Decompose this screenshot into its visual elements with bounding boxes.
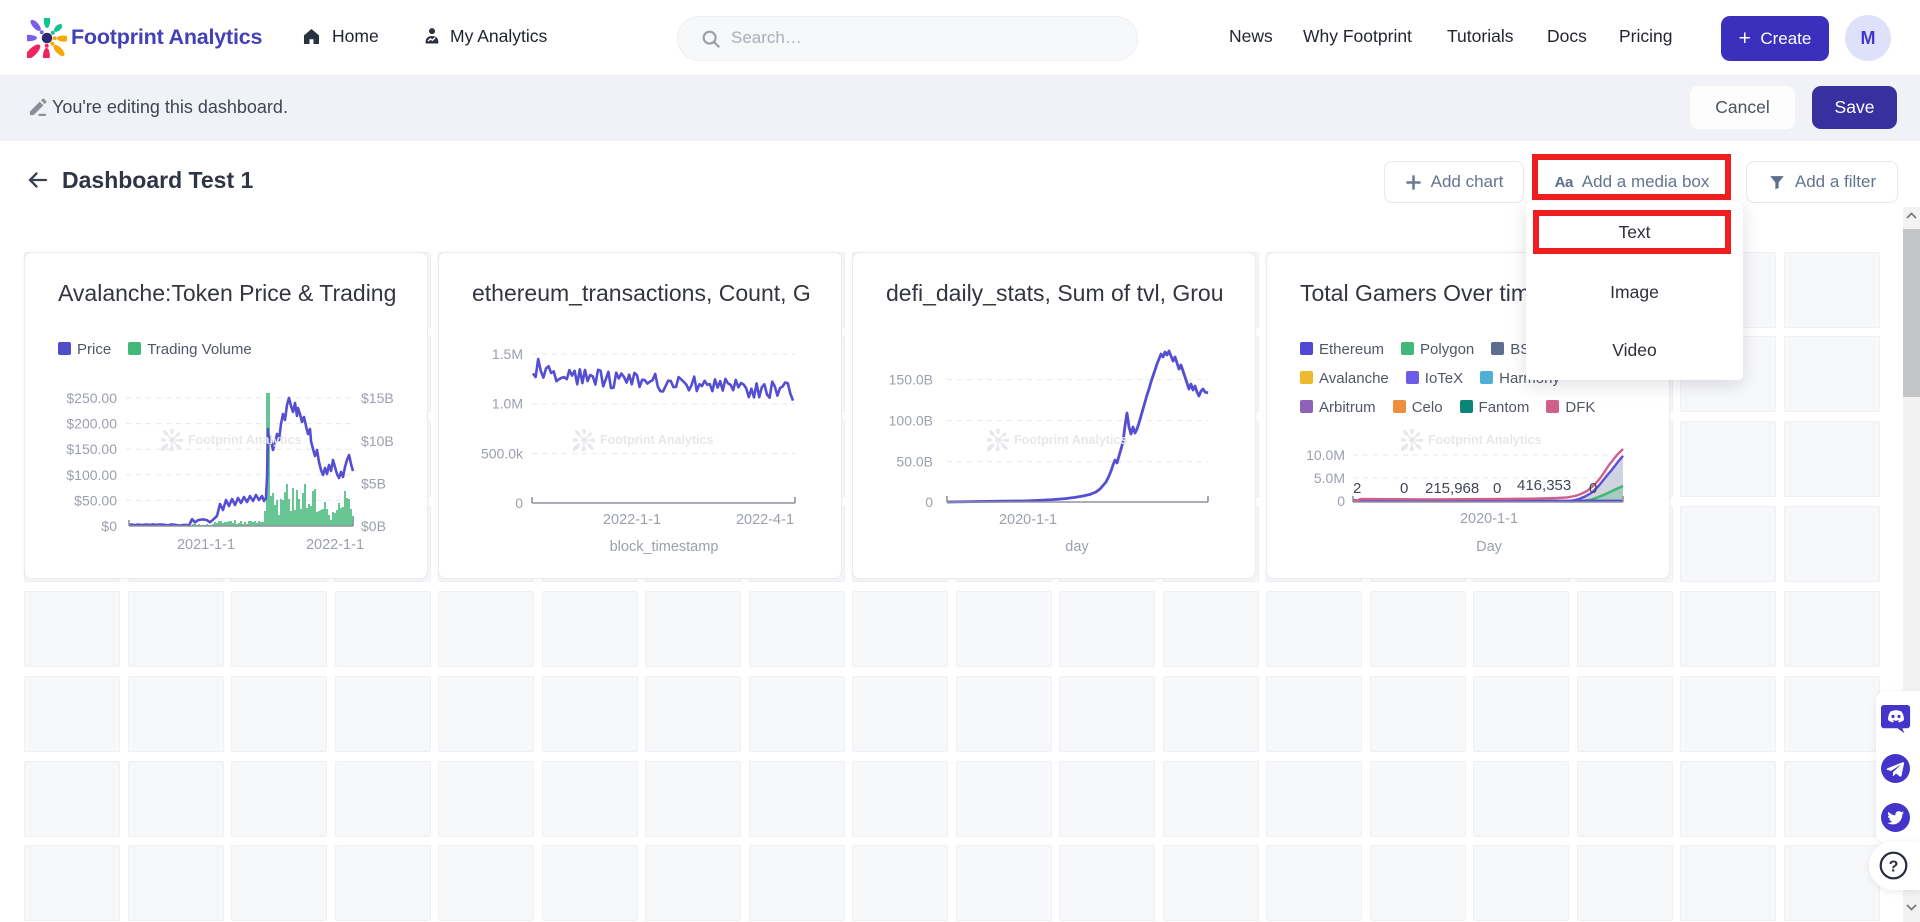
svg-text:215,968: 215,968 <box>1425 480 1479 497</box>
svg-text:5.0M: 5.0M <box>1314 470 1345 486</box>
svg-text:$250.00: $250.00 <box>66 390 117 406</box>
svg-text:10.0M: 10.0M <box>1306 447 1345 463</box>
svg-text:$0: $0 <box>101 518 117 534</box>
svg-text:2020-1-1: 2020-1-1 <box>1460 511 1518 527</box>
svg-text:block_timestamp: block_timestamp <box>610 539 719 555</box>
svg-text:day: day <box>1065 539 1089 555</box>
svg-text:500.0k: 500.0k <box>481 445 524 461</box>
svg-text:$0B: $0B <box>361 518 386 534</box>
svg-text:$5B: $5B <box>361 476 386 492</box>
svg-text:0: 0 <box>515 495 523 511</box>
svg-text:$15B: $15B <box>361 390 394 406</box>
svg-text:0: 0 <box>925 494 933 510</box>
svg-text:100.0B: 100.0B <box>889 413 933 429</box>
svg-text:1.5M: 1.5M <box>492 346 523 362</box>
svg-text:50.0B: 50.0B <box>896 454 933 470</box>
svg-text:$200.00: $200.00 <box>66 416 117 432</box>
svg-text:0: 0 <box>1493 480 1501 497</box>
svg-text:0: 0 <box>1400 480 1408 497</box>
svg-text:$50.00: $50.00 <box>74 492 117 508</box>
svg-text:2021-1-1: 2021-1-1 <box>177 537 235 553</box>
svg-text:2020-1-1: 2020-1-1 <box>999 512 1057 528</box>
svg-text:?: ? <box>1889 859 1899 876</box>
svg-text:416,353: 416,353 <box>1517 477 1571 494</box>
svg-text:2022-1-1: 2022-1-1 <box>306 537 364 553</box>
svg-text:Day: Day <box>1476 539 1503 555</box>
svg-text:150.0B: 150.0B <box>889 372 933 388</box>
svg-text:1.0M: 1.0M <box>492 396 523 412</box>
svg-text:2022-1-1: 2022-1-1 <box>603 512 661 528</box>
svg-text:0: 0 <box>1589 480 1597 497</box>
svg-text:$10B: $10B <box>361 433 394 449</box>
svg-text:2022-4-1: 2022-4-1 <box>736 512 794 528</box>
svg-text:2: 2 <box>1353 480 1361 497</box>
svg-text:0: 0 <box>1337 493 1345 509</box>
svg-text:$150.00: $150.00 <box>66 441 117 457</box>
svg-text:$100.00: $100.00 <box>66 467 117 483</box>
